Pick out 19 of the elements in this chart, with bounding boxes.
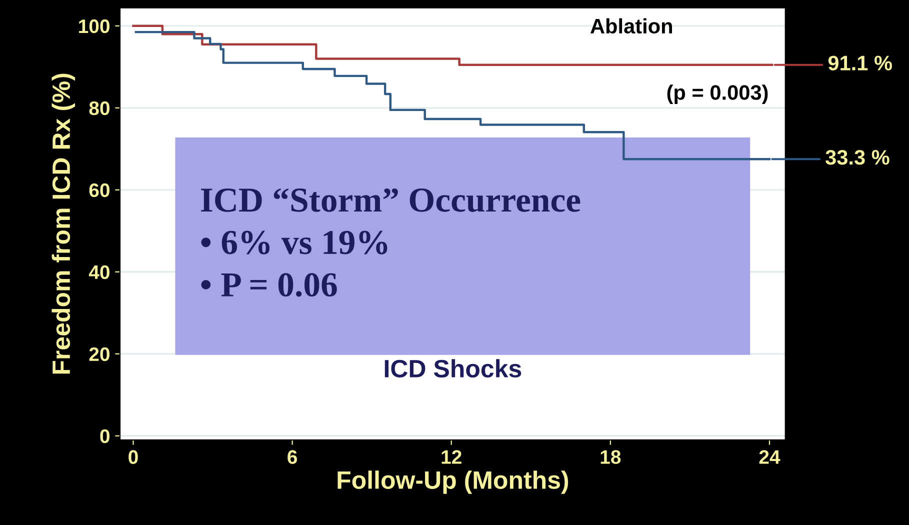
x-tick-label: 12 — [442, 450, 462, 464]
x-axis-title: Follow-Up (Months) — [338, 470, 568, 494]
annotation: ICD “Storm” Occurrence • 6% vs 19% • P = 0.06 — [201, 188, 580, 297]
x-tick-label: 18 — [600, 450, 621, 464]
y-tick-label: 80 — [89, 101, 110, 116]
x-tick-label: 0 — [128, 450, 138, 464]
annotation: (p = 0.003) — [667, 84, 768, 104]
annotation: 91.1 % — [828, 56, 892, 70]
y-tick-label: 40 — [88, 265, 110, 280]
x-tick-label: 24 — [759, 450, 780, 464]
annotation: 33.3 % — [826, 150, 890, 165]
annotation: ICD Shocks — [384, 359, 522, 378]
series-label: Ablation — [590, 18, 672, 34]
x-tick-label: 6 — [288, 450, 298, 464]
y-tick-label: 0 — [100, 429, 110, 444]
y-tick-label: 20 — [89, 347, 110, 362]
y-tick-label: 100 — [79, 19, 110, 34]
y-tick-label: 60 — [89, 183, 110, 198]
y-axis-title: Freedom from ICD Rx (%) — [52, 74, 76, 374]
